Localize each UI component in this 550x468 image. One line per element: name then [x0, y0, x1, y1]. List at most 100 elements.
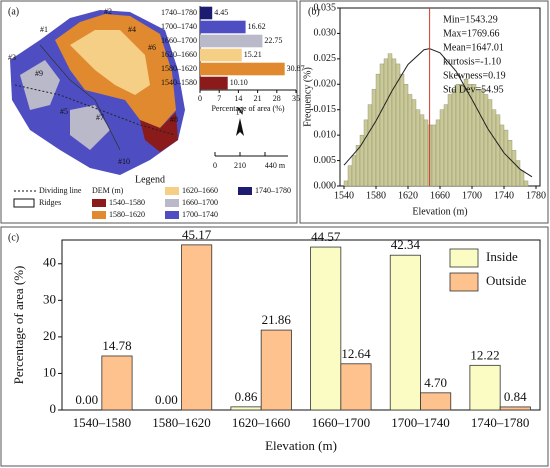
panel-c-frame [0, 226, 549, 467]
legend-text: Ridges [39, 198, 61, 207]
bar [343, 180, 349, 187]
north-label: N [236, 106, 244, 117]
x-axis-label: Elevation (m) [412, 206, 467, 217]
map-label: #9 [35, 69, 43, 78]
bar [415, 109, 421, 187]
map-label: #7 [96, 113, 104, 122]
stat-text: Skewness=0.19 [443, 70, 506, 81]
x-tick-label: 1780 [526, 190, 546, 201]
bar [495, 114, 501, 187]
map [10, 10, 185, 175]
panel-label: (b) [308, 6, 320, 17]
bar [491, 109, 497, 187]
panel-b-frame [299, 0, 549, 224]
bar [523, 180, 529, 187]
bar [499, 124, 505, 187]
map-label: #10 [118, 157, 130, 166]
legend-label: Outside [486, 273, 527, 288]
bar [459, 84, 465, 187]
y-tick-label: 0.005 [314, 155, 337, 166]
map-label: #6 [148, 43, 156, 52]
category-label: 1740–1780 [161, 8, 197, 17]
map-label: #2 [104, 7, 112, 16]
bar [499, 406, 531, 411]
y-tick-label: 0.035 [314, 2, 337, 13]
bar [507, 140, 513, 187]
bar [200, 20, 246, 34]
x-axis-label: Elevation (m) [265, 438, 337, 453]
stat-text: Max=1769.66 [443, 28, 499, 39]
x-tick-label: 1620 [398, 190, 418, 201]
bar [439, 109, 445, 187]
value-label: 16.62 [248, 22, 266, 31]
bar [483, 94, 489, 187]
x-tick-label: 1620–1660 [232, 415, 291, 430]
plot-frame [61, 239, 541, 411]
normal-curve [343, 48, 533, 178]
bar [310, 246, 342, 411]
value-label: 15.21 [244, 50, 262, 59]
value-label: 4.70 [424, 375, 447, 390]
bar [200, 6, 213, 20]
map-zone [70, 105, 110, 150]
bar [407, 94, 413, 187]
y-tick-label: 30 [43, 291, 56, 306]
bar [363, 119, 369, 187]
category-label: 1540–1580 [161, 78, 197, 87]
bar [447, 94, 453, 187]
bar [383, 58, 389, 187]
value-label: 12.64 [341, 346, 371, 361]
ridge [39, 44, 121, 151]
bar [371, 89, 377, 187]
bar [379, 63, 385, 187]
y-tick-label: 0.025 [314, 53, 337, 64]
bar [260, 329, 292, 411]
map-label: #4 [128, 25, 136, 34]
value-label: 10.10 [230, 78, 248, 87]
y-tick-label: 40 [43, 255, 56, 270]
bar [387, 53, 393, 187]
panel-a-frame [0, 0, 298, 224]
legend-swatch [165, 187, 179, 195]
x-tick-label: 1740 [494, 190, 514, 201]
bar [200, 34, 263, 48]
bar [411, 99, 417, 187]
scale-label: 0 [213, 161, 217, 170]
x-tick-label: 1700 [462, 190, 482, 201]
legend-swatch [238, 187, 252, 195]
legend-text: 1620–1660 [182, 186, 218, 195]
bar [230, 406, 262, 411]
stat-text: kurtosis=-1.10 [443, 56, 501, 67]
bar [347, 165, 353, 187]
panel-label: (a) [8, 6, 19, 17]
legend-text: 1660–1700 [182, 198, 218, 207]
bar [181, 244, 213, 411]
value-label: 0.84 [504, 389, 527, 404]
x-tick-label: 35 [292, 94, 300, 103]
x-tick-label: 1740–1780 [471, 415, 530, 430]
bar [435, 119, 441, 187]
bar [420, 392, 452, 411]
legend-text: 1580–1620 [109, 210, 145, 219]
y-tick-label: 0.015 [314, 104, 337, 115]
bar [471, 84, 477, 187]
bar [469, 364, 501, 411]
x-tick-label: 1700–1740 [391, 415, 450, 430]
legend-text: DEM (m) [92, 186, 124, 195]
bar [200, 76, 228, 90]
bar [467, 84, 473, 187]
north-arrow [236, 118, 244, 136]
x-tick-label: 1540 [334, 190, 354, 201]
bar [479, 89, 485, 187]
bar [443, 104, 449, 187]
legend-swatch [92, 199, 106, 207]
value-label: 12.22 [470, 347, 499, 362]
bar [451, 89, 457, 187]
bar [511, 150, 517, 187]
y-tick-label: 20 [43, 328, 56, 343]
value-label: 44.57 [311, 229, 341, 244]
bar [399, 73, 405, 187]
map-zone [70, 30, 150, 95]
y-tick-label: 0.020 [314, 79, 337, 90]
